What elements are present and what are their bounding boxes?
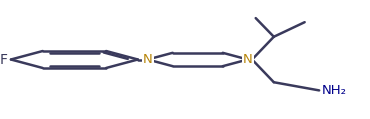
Text: F: F xyxy=(0,52,8,67)
Text: N: N xyxy=(243,53,253,66)
Text: N: N xyxy=(143,53,152,66)
Text: NH₂: NH₂ xyxy=(322,84,347,97)
